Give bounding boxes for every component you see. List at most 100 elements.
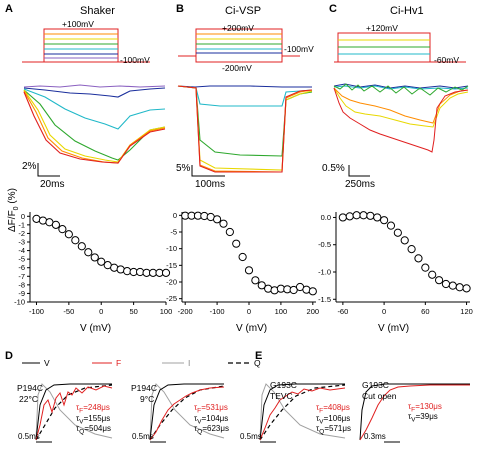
data-point-a-5 [64, 230, 73, 239]
panel-letter-a: A [5, 3, 13, 15]
legend-q: Q [254, 358, 261, 368]
y-tick-label-c-3: -1.5 [318, 295, 331, 304]
scale-y-a: 2% [22, 161, 37, 172]
legend-i: I [188, 358, 191, 368]
kinetics-e-right [359, 383, 470, 441]
y-tick-label-c-1: -0.5 [318, 240, 331, 249]
y-tick-label-a-8: -8 [18, 280, 25, 289]
mutant-label-e-right: G193C [362, 380, 389, 390]
data-point-b-7 [225, 227, 234, 237]
data-point-c-11 [414, 254, 423, 263]
x-tick-label-b-0: -200 [178, 307, 193, 316]
tau-v-d-left: τV=155μs [76, 414, 111, 426]
x-tick-label-a-1: -50 [63, 307, 74, 316]
data-point-b-5 [212, 215, 222, 224]
data-point-b-8 [232, 239, 241, 248]
tau-v-d-right: τV=104μs [194, 414, 229, 426]
data-point-a-8 [84, 248, 93, 257]
data-point-a-10 [97, 257, 106, 266]
x-axis-label-b: V (mV) [236, 323, 268, 334]
kinetics-e-left [259, 383, 346, 441]
x-tick-label-c-0: -60 [337, 307, 348, 316]
time-scale-d-left: 0.5ms [18, 432, 40, 441]
panel-title-civsp: Ci-VSP [225, 5, 262, 17]
tau-q-d-right: τQ=623μs [194, 424, 229, 436]
tau-v-e-right: τV=39μs [408, 412, 438, 424]
y-tick-label-b-3: -15 [166, 261, 177, 270]
x-tick-label-a-0: -100 [29, 307, 44, 316]
scale-x-a: 20ms [40, 179, 65, 190]
tau-v-e-left: τV=106μs [316, 414, 351, 426]
data-point-a-7 [77, 242, 86, 251]
data-point-a-4 [58, 225, 67, 234]
x-tick-label-c-2: 60 [421, 307, 429, 316]
y-tick-label-a-0: 0 [21, 212, 25, 221]
data-point-c-5 [373, 213, 382, 222]
tau-f-d-left: τF=248μs [76, 403, 110, 415]
kinetics-d-right [149, 383, 225, 441]
data-point-b-9 [238, 252, 247, 262]
protocol-b [178, 28, 300, 63]
y-tick-label-a-7: -7 [18, 272, 25, 281]
x-tick-label-c-3: 120 [460, 307, 473, 316]
x-tick-label-c-1: 0 [382, 307, 386, 316]
x-axis-label-c: V (mV) [378, 323, 410, 334]
mutant-label-d-right: P194C [131, 383, 157, 393]
panel-letter-e: E [255, 350, 263, 362]
data-point-b-12 [257, 281, 266, 290]
y-tick-label-a-5: -5 [18, 255, 25, 264]
tau-q-d-left: τQ=504μs [76, 424, 111, 436]
x-tick-label-b-4: 200 [307, 307, 320, 316]
x-tick-label-a-3: 50 [129, 307, 137, 316]
y-tick-label-b-0: 0 [173, 211, 177, 220]
scale-y-c: 0.5% [322, 163, 345, 174]
x-tick-label-b-1: -100 [210, 307, 225, 316]
data-point-c-13 [428, 270, 437, 279]
data-point-a-3 [51, 220, 61, 229]
mutant-label-d-left: P194C [17, 383, 43, 393]
y-tick-label-a-6: -6 [18, 263, 25, 272]
method-label-e-right: Cut open [362, 391, 397, 401]
legend-f: F [116, 358, 122, 368]
time-scale-e-right: 0.3ms [364, 432, 386, 441]
scale-y-b: 5% [176, 163, 191, 174]
data-point-c-18 [462, 284, 471, 293]
time-scale-e-left: 0.5ms [240, 432, 262, 441]
scale-x-b: 100ms [195, 179, 226, 190]
traces-c [333, 83, 469, 153]
y-tick-label-a-4: -4 [18, 246, 25, 255]
mutant-label-e-left: G193C [270, 380, 297, 390]
protocol-a [22, 28, 150, 63]
tau-f-d-right: τF=531μs [194, 403, 228, 415]
x-axis-label-a: V (mV) [80, 323, 112, 334]
tau-q-e-left: τQ=571μs [316, 424, 351, 436]
temp-label-d-right: 9°C [140, 394, 155, 404]
y-tick-label-a-10: -10 [14, 298, 25, 307]
x-tick-label-b-3: 100 [275, 307, 288, 316]
x-tick-label-b-2: 0 [247, 307, 251, 316]
data-point-a-9 [90, 253, 99, 262]
data-point-a-20 [161, 268, 171, 277]
legend-v: V [44, 358, 50, 368]
data-point-c-8 [393, 228, 402, 237]
tau-f-e-right: τF=130μs [408, 402, 442, 414]
y-tick-label-b-5: -25 [166, 294, 177, 303]
y-tick-label-a-3: -3 [18, 238, 25, 247]
hold-voltage-c: +120mV [366, 23, 398, 33]
panel-letter-b: B [176, 3, 184, 15]
data-point-c-9 [400, 236, 409, 245]
x-tick-label-a-4: 100 [160, 307, 173, 316]
rest-voltage-c: -60mV [434, 55, 460, 65]
y-tick-label-a-9: -9 [18, 289, 25, 298]
data-point-c-14 [434, 276, 444, 285]
scale-x-c: 250ms [345, 179, 376, 190]
temp-label-d-left: 22°C [19, 394, 38, 404]
tau-f-e-left: τF=408μs [316, 403, 350, 415]
panel-title-cihv1: Ci-Hv1 [390, 5, 424, 17]
